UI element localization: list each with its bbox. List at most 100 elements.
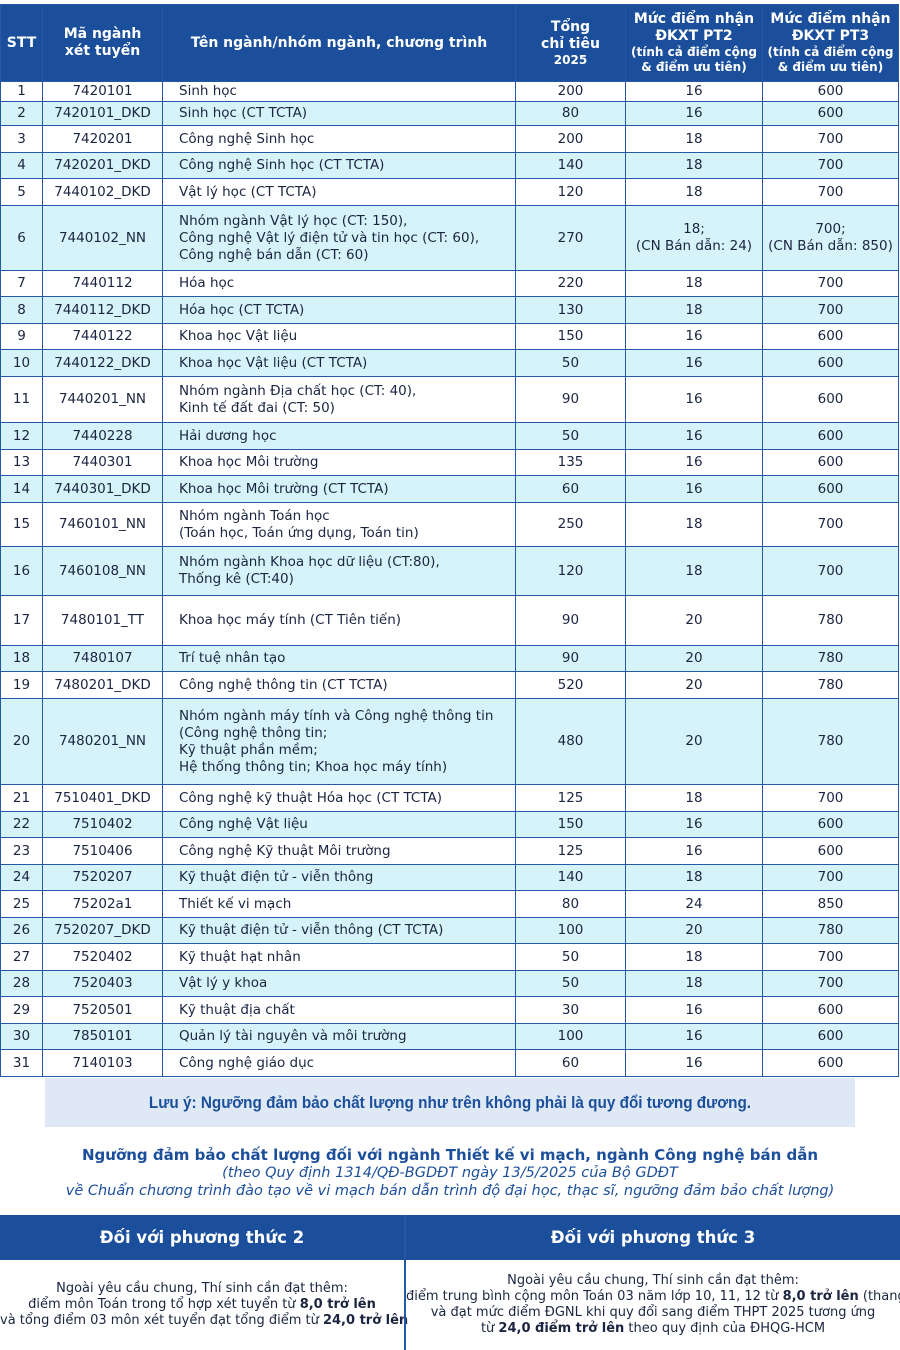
code: 7420101 (42, 81, 163, 102)
method-body: Ngoài yêu cầu chung, Thí sinh cần đạt th… (0, 1260, 408, 1350)
quota: 135 (515, 449, 626, 476)
score-pt2: 16 (625, 323, 763, 350)
quota: 150 (515, 323, 626, 350)
program-name: Khoa học máy tính (CT Tiên tiến) (162, 595, 516, 646)
method-line: điểm trung bình cộng môn Toán 03 năm lớp… (406, 1289, 900, 1305)
table-row: 13 7440301 Khoa học Môi trường 135 16 600 (0, 449, 899, 476)
score-pt2: 20 (625, 645, 763, 672)
program-name: Vật lý học (CT TCTA) (162, 178, 516, 206)
quota: 270 (515, 205, 626, 271)
stt: 8 (0, 296, 43, 324)
cell-line: Nhóm ngành máy tính và Công nghệ thông t… (179, 707, 494, 724)
score-pt3: 600 (762, 422, 899, 450)
score-pt2: 18; (CN Bán dẫn: 24) (625, 205, 763, 271)
quota: 520 (515, 671, 626, 699)
method-body: Ngoài yêu cầu chung, Thí sinh cần đạt th… (406, 1260, 900, 1350)
table-row: 14 7440301_DKD Khoa học Môi trường (CT TCT… (0, 475, 899, 503)
score-pt3: 700 (762, 864, 899, 891)
code: 7850101 (42, 1023, 163, 1050)
table-row: 29 7520501 Kỹ thuật địa chất 30 16 600 (0, 996, 899, 1024)
score-pt3: 600 (762, 101, 899, 126)
quota: 220 (515, 270, 626, 297)
score-pt2: 18 (625, 546, 763, 596)
stt: 26 (0, 917, 43, 944)
header-cell: Mã ngành xét tuyển (42, 4, 163, 82)
divider (404, 1215, 406, 1350)
table-row: 8 7440112_DKD Hóa học (CT TCTA) 130 18 700 (0, 296, 899, 324)
stt: 23 (0, 837, 43, 865)
table-row: 18 7480107 Trí tuệ nhân tạo 90 20 780 (0, 645, 899, 672)
cell-line: & điểm ưu tiên) (777, 60, 884, 74)
quota: 125 (515, 784, 626, 812)
table-row: 4 7420201_DKD Công nghệ Sinh học (CT TCTA)… (0, 152, 899, 179)
code: 7480201_DKD (42, 671, 163, 699)
quota: 140 (515, 152, 626, 179)
table-row: 24 7520207 Kỹ thuật điện tử - viễn thông 14… (0, 864, 899, 891)
quota: 480 (515, 698, 626, 785)
stt: 25 (0, 890, 43, 918)
score-pt3: 850 (762, 890, 899, 918)
bold-text: 24,0 trở lên (322, 1313, 409, 1328)
score-pt3: 700 (762, 943, 899, 971)
section-subtitle: (theo Quy định 1314/QĐ-BGDĐT ngày 13/5/2… (222, 1165, 678, 1181)
code: 7520207_DKD (42, 917, 163, 944)
table-row: 12 7440228 Hải dương học 50 16 600 (0, 422, 899, 450)
stt: 11 (0, 376, 43, 423)
code: 7520207 (42, 864, 163, 891)
stt: 27 (0, 943, 43, 971)
score-pt2: 18 (625, 178, 763, 206)
score-pt3: 600 (762, 996, 899, 1024)
code: 7510401_DKD (42, 784, 163, 812)
code: 7440201_NN (42, 376, 163, 423)
quota: 50 (515, 943, 626, 971)
header-cell: Tổng chỉ tiêu 2025 (515, 4, 626, 82)
code: 7460101_NN (42, 502, 163, 547)
bold-text: 8,0 trở lên (782, 1289, 859, 1304)
program-name: Thiết kế vi mạch (162, 890, 516, 918)
program-name: Công nghệ Vật liệu (162, 811, 516, 838)
program-name: Hải dương học (162, 422, 516, 450)
cell-line: (CN Bán dẫn: 850) (768, 238, 893, 254)
method-line: điểm môn Toán trong tổ hợp xét tuyển từ … (0, 1297, 404, 1313)
code: 7440301_DKD (42, 475, 163, 503)
cell-line: (tính cả điểm cộng (631, 45, 757, 59)
stt: 1 (0, 81, 43, 102)
code: 7510406 (42, 837, 163, 865)
table-row: 2 7420101_DKD Sinh học (CT TCTA) 80 16 600 (0, 101, 899, 126)
score-pt3: 600 (762, 349, 899, 377)
stt: 21 (0, 784, 43, 812)
stt: 20 (0, 698, 43, 785)
text: từ (480, 1321, 499, 1336)
stt: 19 (0, 671, 43, 699)
score-pt3: 600 (762, 323, 899, 350)
stt: 14 (0, 475, 43, 503)
bold-text: 24,0 điểm trở lên (498, 1321, 625, 1336)
quota: 60 (515, 475, 626, 503)
score-pt2: 16 (625, 1023, 763, 1050)
code: 7420201_DKD (42, 152, 163, 179)
code: 7520501 (42, 996, 163, 1024)
method-line: từ 24,0 điểm trở lên theo quy định của Đ… (406, 1321, 900, 1337)
table-row: 21 7510401_DKD Công nghệ kỹ thuật Hóa học … (0, 784, 899, 812)
score-pt3: 600 (762, 376, 899, 423)
quota: 100 (515, 917, 626, 944)
stt: 28 (0, 970, 43, 997)
score-pt2: 18 (625, 864, 763, 891)
code: 7460108_NN (42, 546, 163, 596)
table-row: 15 7460101_NN Nhóm ngành Toán học (Toán học… (0, 502, 899, 547)
score-pt2: 18 (625, 125, 763, 153)
header-cell: Mức điểm nhận ĐKXT PT2 (tính cả điểm cộng &… (625, 4, 763, 82)
program-name: Nhóm ngành Vật lý học (CT: 150), Công ngh… (162, 205, 516, 271)
stt: 3 (0, 125, 43, 153)
score-pt2: 20 (625, 595, 763, 646)
code: 7440102_DKD (42, 178, 163, 206)
program-name: Sinh học (162, 81, 516, 102)
stt: 29 (0, 996, 43, 1024)
score-pt3: 700 (762, 784, 899, 812)
cell-line: (Toán học, Toán ứng dụng, Toán tin) (179, 524, 419, 541)
quota: 250 (515, 502, 626, 547)
table-row: 28 7520403 Vật lý y khoa 50 18 700 (0, 970, 899, 997)
score-pt2: 16 (625, 996, 763, 1024)
score-pt3: 600 (762, 837, 899, 865)
stt: 31 (0, 1049, 43, 1077)
